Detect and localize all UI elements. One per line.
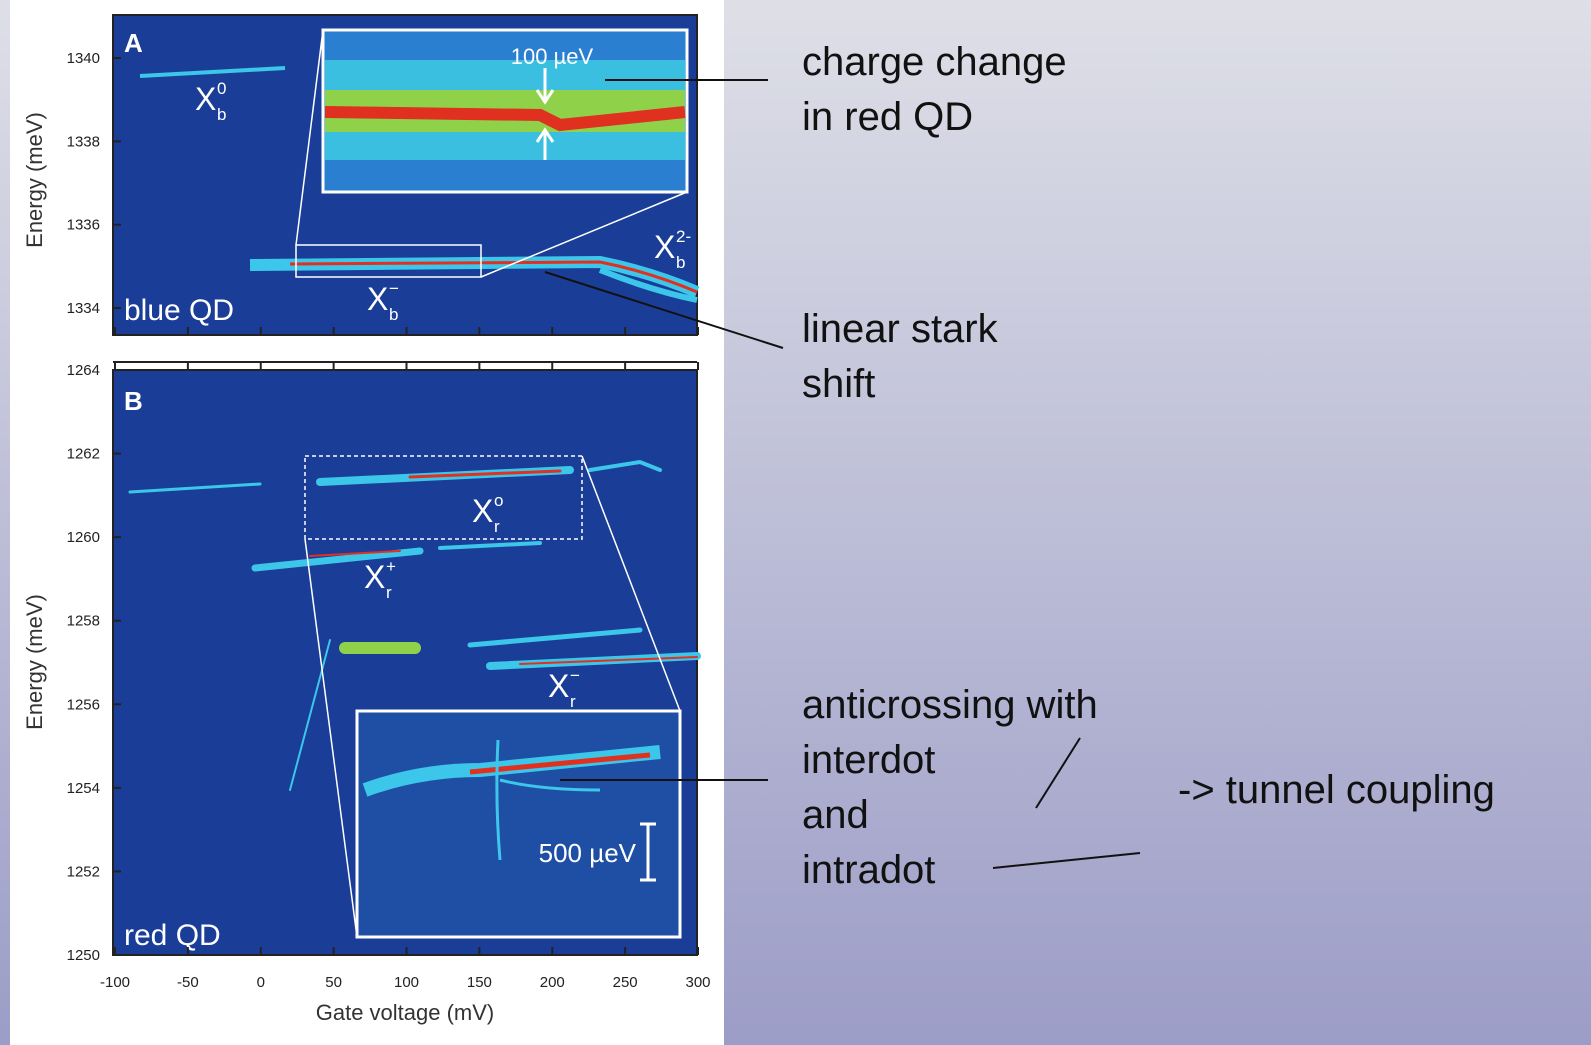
- note: anticrossing with: [802, 683, 1098, 727]
- x-tick-label: -100: [100, 974, 130, 991]
- y-tick-label: 1336: [67, 217, 100, 234]
- peak-sub: r: [494, 517, 500, 536]
- peak-sub: b: [389, 305, 398, 324]
- peak-sub: b: [676, 253, 685, 272]
- note: and: [802, 793, 869, 837]
- note: in red QD: [802, 95, 973, 139]
- y-axis-label: Energy (meV): [22, 112, 47, 248]
- panel-tag: red QD: [124, 919, 221, 952]
- peak-label: X: [364, 559, 385, 595]
- peak-sup: +: [386, 557, 396, 576]
- panel-letter: A: [124, 28, 143, 58]
- x-tick-label: 200: [540, 974, 565, 991]
- x-tick-label: 0: [257, 974, 265, 991]
- peak-sub: r: [386, 583, 392, 602]
- panel-tag: blue QD: [124, 294, 234, 327]
- peak-label: X: [548, 668, 569, 704]
- y-tick-label: 1252: [67, 863, 100, 880]
- y-tick-label: 1258: [67, 613, 100, 630]
- peak-sup: 0: [217, 79, 226, 98]
- peak-sub: b: [217, 105, 226, 124]
- peak-label: X: [195, 81, 216, 117]
- y-tick-label: 1250: [67, 947, 100, 964]
- note: charge change: [802, 40, 1067, 84]
- peak-sup: 2-: [676, 227, 691, 246]
- peak-sub: r: [570, 692, 576, 711]
- inset-label: 100 µeV: [511, 44, 594, 69]
- peak-sup: −: [570, 666, 580, 685]
- peak-sup: o: [494, 491, 503, 510]
- y-tick-label: 1254: [67, 780, 100, 797]
- inset-b: [357, 711, 680, 937]
- peak-label: X: [654, 229, 675, 265]
- peak-sup: −: [389, 279, 399, 298]
- peak-label: X: [472, 493, 493, 529]
- x-tick-label: -50: [177, 974, 199, 991]
- y-axis-label: Energy (meV): [22, 594, 47, 730]
- note: shift: [802, 362, 875, 406]
- y-tick-label: 1260: [67, 529, 100, 546]
- y-tick-label: 1262: [67, 446, 100, 463]
- y-tick-label: 1256: [67, 696, 100, 713]
- panel-letter: B: [124, 386, 143, 416]
- x-tick-label: 100: [394, 974, 419, 991]
- x-tick-label: 50: [325, 974, 342, 991]
- note: linear stark: [802, 307, 999, 351]
- note: -> tunnel coupling: [1178, 768, 1495, 812]
- y-tick-label: 1334: [67, 300, 100, 317]
- y-tick-label: 1338: [67, 133, 100, 150]
- inset-label: 500 µeV: [539, 838, 637, 868]
- x-tick-label: 300: [685, 974, 710, 991]
- x-axis-label: Gate voltage (mV): [316, 1000, 495, 1025]
- x-tick-label: 150: [467, 974, 492, 991]
- peak-label: X: [367, 281, 388, 317]
- note: intradot: [802, 848, 935, 892]
- note: interdot: [802, 738, 935, 782]
- x-tick-label: 250: [613, 974, 638, 991]
- y-tick-label: 1264: [67, 362, 100, 379]
- slide: 100 µeV A blue QD 500 µeV B red QD Energ…: [0, 0, 1591, 1045]
- y-tick-label: 1340: [67, 50, 100, 67]
